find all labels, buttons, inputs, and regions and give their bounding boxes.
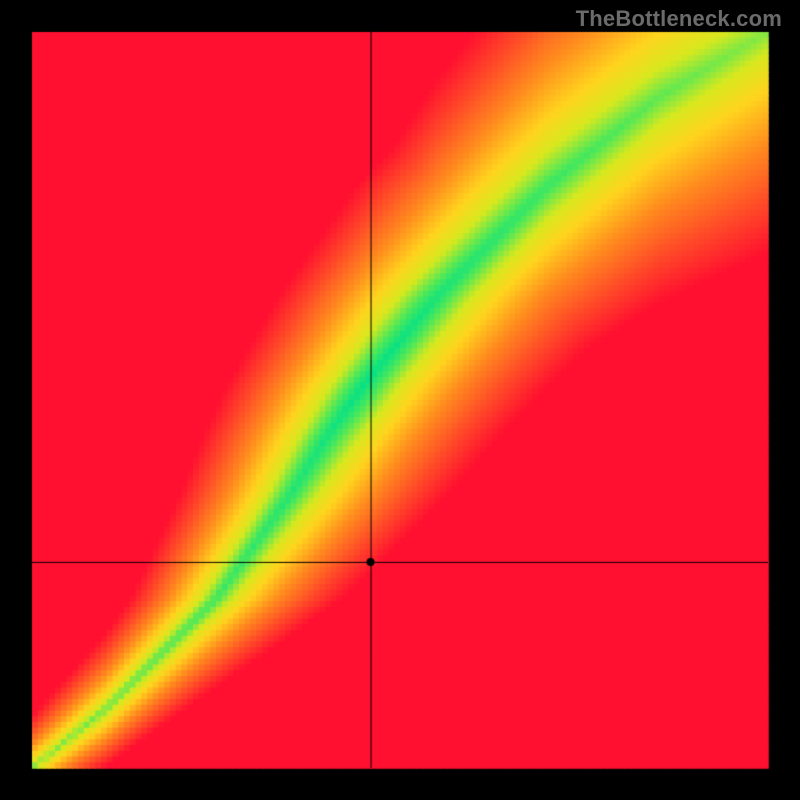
chart-container: TheBottleneck.com (0, 0, 800, 800)
bottleneck-heatmap (0, 0, 800, 800)
watermark-text: TheBottleneck.com (576, 6, 782, 32)
